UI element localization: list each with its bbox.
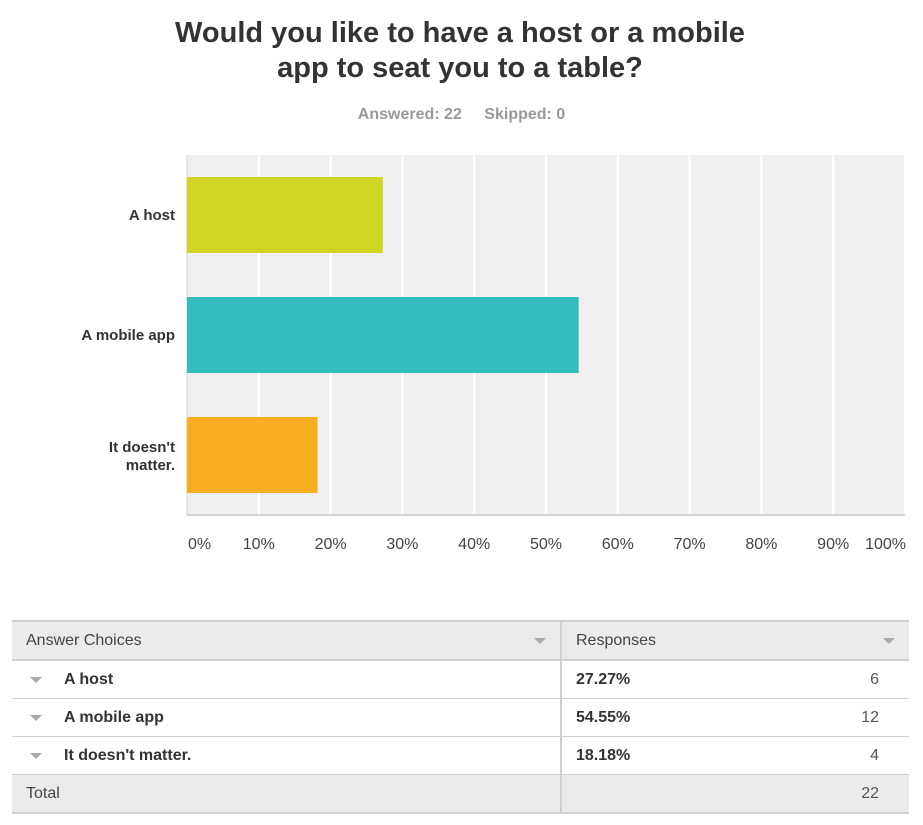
choice-cell: A mobile app <box>12 698 562 737</box>
choice-cell: It doesn't matter. <box>12 736 562 775</box>
x-tick-label: 20% <box>315 536 347 553</box>
count-value: 6 <box>742 660 909 699</box>
answer-choices-header-label: Answer Choices <box>26 631 142 649</box>
x-tick-label: 40% <box>458 536 490 553</box>
percent-cell: 18.18% <box>561 736 742 775</box>
percent-cell: 54.55% <box>561 698 742 737</box>
skipped-count: Skipped: 0 <box>484 106 566 123</box>
choice-cell: A host <box>12 660 562 699</box>
expand-arrow-icon[interactable] <box>30 715 42 721</box>
total-row: Total 22 <box>12 774 909 814</box>
x-tick-label: 30% <box>386 536 418 553</box>
sort-arrow-icon[interactable] <box>883 638 895 644</box>
table-row: A host 27.27% 6 <box>12 660 909 699</box>
percent-cell: 27.27% <box>561 660 742 699</box>
category-label: A mobile app <box>81 327 175 344</box>
table-header-row: Answer Choices Responses <box>12 620 909 661</box>
x-tick-label: 80% <box>745 536 777 553</box>
total-label: Total <box>26 784 60 802</box>
answer-choices-header[interactable]: Answer Choices <box>12 620 562 661</box>
sort-arrow-icon[interactable] <box>534 638 546 644</box>
survey-question-title: Would you like to have a host or a mobil… <box>130 16 790 86</box>
x-tick-label: 90% <box>817 536 849 553</box>
bar-chart: A host A mobile app It doesn't matter. 0% 10%… <box>81 155 906 553</box>
count-value: 4 <box>742 736 909 775</box>
category-label: It doesn't matter. <box>109 439 175 474</box>
percent-value: 18.18% <box>576 746 631 764</box>
x-tick-label: 50% <box>530 536 562 553</box>
count-value: 12 <box>742 698 909 737</box>
x-tick-label: 60% <box>602 536 634 553</box>
answered-count: Answered: 22 <box>357 106 462 123</box>
responses-table: Answer Choices Responses A host 27.27% 6… <box>12 620 909 814</box>
response-stats: Answered: 22 Skipped: 0 <box>0 106 923 124</box>
bar <box>187 417 318 493</box>
table-row: A mobile app 54.55% 12 <box>12 698 909 737</box>
title-line-1: Would you like to have a host or a mobil… <box>175 17 745 49</box>
choice-label: A host <box>64 670 114 688</box>
x-tick-label: 10% <box>243 536 275 553</box>
total-label-cell: Total <box>12 774 562 814</box>
responses-header-label: Responses <box>576 631 657 649</box>
choice-label: A mobile app <box>64 708 164 726</box>
bar <box>187 297 579 373</box>
expand-arrow-icon[interactable] <box>30 753 42 759</box>
category-label: A host <box>129 207 175 224</box>
table-row: It doesn't matter. 18.18% 4 <box>12 736 909 775</box>
x-tick-label: 0% <box>188 536 211 553</box>
expand-arrow-icon[interactable] <box>30 677 42 683</box>
title-line-2: app to seat you to a table? <box>277 52 643 84</box>
choice-label: It doesn't matter. <box>64 746 192 764</box>
percent-value: 54.55% <box>576 708 631 726</box>
total-spacer <box>561 774 742 814</box>
x-tick-label: 70% <box>674 536 706 553</box>
bar <box>187 177 383 253</box>
responses-header[interactable]: Responses <box>561 620 909 661</box>
percent-value: 27.27% <box>576 670 631 688</box>
x-tick-label: 100% <box>865 536 906 553</box>
total-value: 22 <box>742 774 909 814</box>
